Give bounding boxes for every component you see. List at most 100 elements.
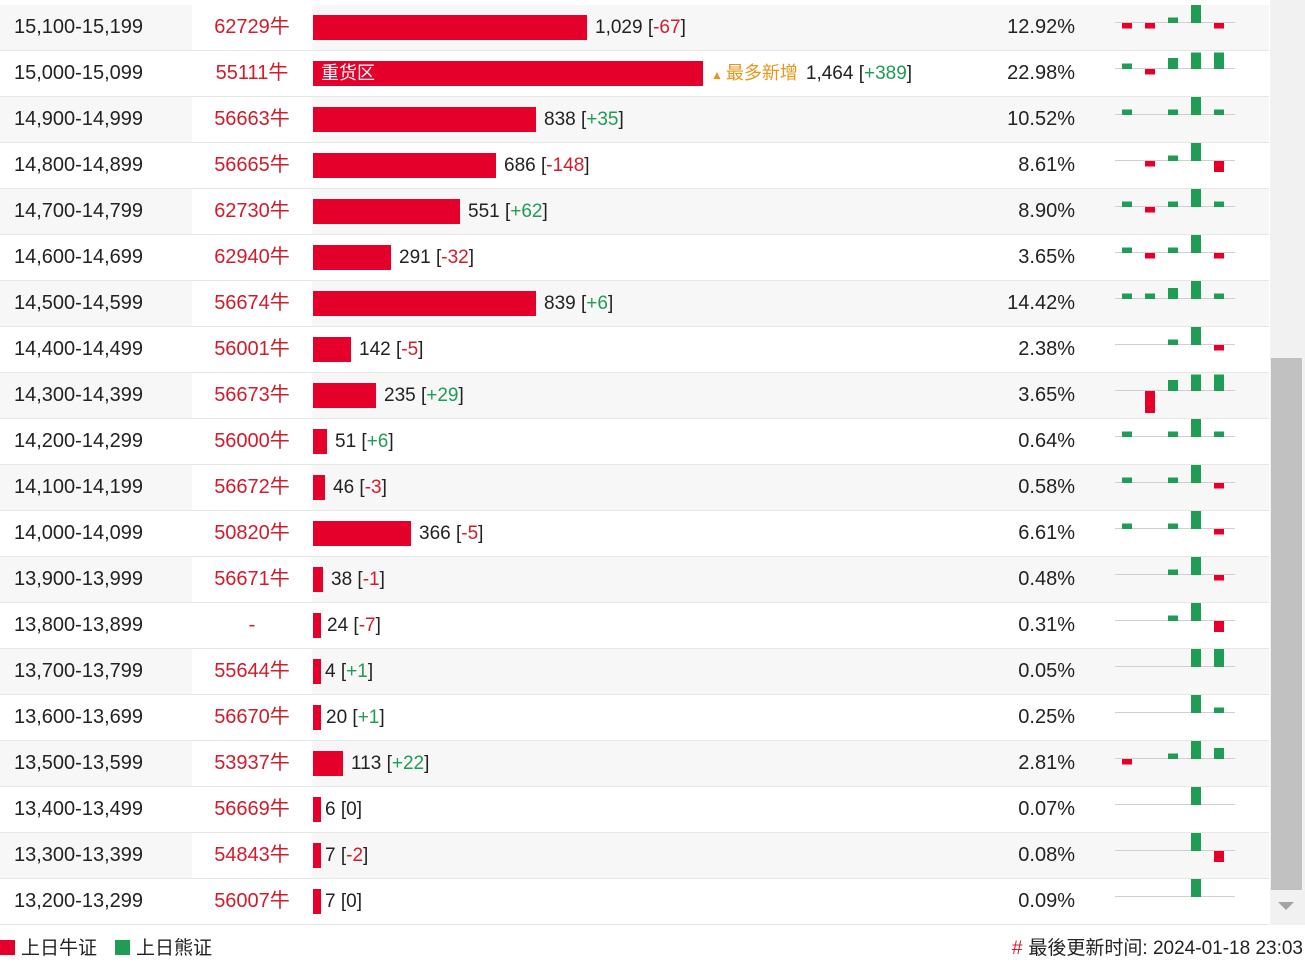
spark-bar-bear	[1191, 143, 1201, 161]
spark-bar-bear	[1191, 97, 1201, 115]
percentage: 6.61%	[1018, 522, 1075, 544]
warrant-code-link[interactable]: 56671牛	[192, 557, 312, 602]
table-row[interactable]: 14,000-14,099 50820牛 366 [-5] 6.61%	[0, 511, 1269, 557]
warrant-code-link[interactable]: 55644牛	[192, 649, 312, 694]
table-row[interactable]: 14,100-14,199 56672牛 46 [-3] 0.58%	[0, 465, 1269, 511]
bear-swatch-icon	[115, 940, 130, 955]
warrant-code-link[interactable]: 54843牛	[192, 833, 312, 878]
trend-sparkline	[1115, 787, 1235, 805]
warrant-code-link[interactable]: 56672牛	[192, 465, 312, 510]
table-row[interactable]: 14,800-14,899 56665牛 686 [-148] 8.61%	[0, 143, 1269, 189]
trend-sparkline	[1115, 419, 1235, 437]
trend-sparkline	[1115, 833, 1235, 862]
warrant-code-link[interactable]: 56665牛	[192, 143, 312, 188]
warrant-code-link[interactable]: 55111牛	[192, 51, 312, 96]
spark-bar-bear	[1214, 748, 1224, 759]
percentage: 0.08%	[1018, 844, 1075, 866]
table-row[interactable]: 15,100-15,199 62729牛 1,029 [-67] 12.92%	[0, 5, 1269, 51]
spark-bar-bull	[1214, 575, 1224, 581]
volume-count: 4	[325, 661, 336, 682]
trend-sparkline	[1115, 649, 1235, 667]
spark-bar-bear	[1214, 201, 1224, 207]
volume-bar	[313, 475, 325, 500]
warrant-code-link[interactable]: 62940牛	[192, 235, 312, 280]
percentage: 8.61%	[1018, 154, 1075, 176]
warrant-code-link[interactable]: -	[192, 603, 312, 648]
volume-change: 0	[346, 891, 357, 912]
warrant-code-link[interactable]: 56663牛	[192, 97, 312, 142]
volume-bar	[313, 521, 411, 546]
table-row[interactable]: 14,300-14,399 56673牛 235 [+29] 3.65%	[0, 373, 1269, 419]
table-row[interactable]: 14,700-14,799 62730牛 551 [+62] 8.90%	[0, 189, 1269, 235]
volume-count: 142	[359, 339, 391, 360]
spark-bar-bull	[1214, 529, 1224, 535]
table-row[interactable]: 13,700-13,799 55644牛 4 [+1] 0.05%	[0, 649, 1269, 695]
volume-bar	[313, 383, 376, 408]
scrollbar-thumb[interactable]	[1271, 358, 1302, 890]
spark-bar-bear	[1168, 477, 1178, 483]
volume-info: 838 [+35]	[544, 109, 624, 130]
volume-bar	[313, 107, 536, 132]
warrant-code-link[interactable]: 56001牛	[192, 327, 312, 372]
spark-bar-bear	[1168, 523, 1178, 529]
trend-sparkline	[1115, 695, 1235, 713]
table-row[interactable]: 13,400-13,499 56669牛 6 [0] 0.07%	[0, 787, 1269, 833]
volume-count: 686	[504, 155, 536, 176]
volume-change: +35	[586, 109, 619, 130]
spark-bar-bear	[1191, 374, 1201, 391]
table-row[interactable]: 14,200-14,299 56000牛 51 [+6] 0.64%	[0, 419, 1269, 465]
volume-info: 113 [+22]	[351, 753, 430, 774]
percentage: 3.65%	[1018, 384, 1075, 406]
volume-change: 0	[346, 799, 357, 820]
warrant-code-link[interactable]: 56000牛	[192, 419, 312, 464]
trend-sparkline	[1115, 281, 1235, 299]
spark-bar-bear	[1168, 17, 1178, 23]
spark-bar-bear	[1122, 477, 1132, 483]
warrant-code-link[interactable]: 53937牛	[192, 741, 312, 786]
spark-bar-bull	[1122, 23, 1132, 29]
warrant-code-link[interactable]: 56669牛	[192, 787, 312, 832]
spark-bar-bear	[1191, 695, 1201, 713]
warrant-code-link[interactable]: 50820牛	[192, 511, 312, 556]
trend-sparkline	[1115, 5, 1235, 29]
most-added-label: 最多新增	[725, 63, 798, 83]
percentage: 0.58%	[1018, 476, 1075, 498]
table-row[interactable]: 13,200-13,299 56007牛 7 [0] 0.09%	[0, 879, 1269, 925]
table-row[interactable]: 13,900-13,999 56671牛 38 [-1] 0.48%	[0, 557, 1269, 603]
spark-bar-bear	[1168, 155, 1178, 161]
warrant-code-link[interactable]: 62729牛	[192, 5, 312, 50]
volume-info: 235 [+29]	[384, 385, 464, 406]
table-row[interactable]: 13,300-13,399 54843牛 7 [-2] 0.08%	[0, 833, 1269, 879]
table-row[interactable]: 13,800-13,899 -24 [-7] 0.31%	[0, 603, 1269, 649]
table-row[interactable]: 14,400-14,499 56001牛 142 [-5] 2.38%	[0, 327, 1269, 373]
volume-bar	[313, 245, 391, 270]
table-row[interactable]: 14,600-14,699 62940牛 291 [-32] 3.65%	[0, 235, 1269, 281]
spark-bar-bull	[1214, 345, 1224, 351]
warrant-code-link[interactable]: 56007牛	[192, 879, 312, 924]
price-range: 14,900-14,999	[14, 108, 144, 130]
percentage: 0.48%	[1018, 568, 1075, 590]
trend-sparkline	[1115, 235, 1235, 259]
volume-bar: 重货区	[313, 61, 703, 86]
warrant-code-link[interactable]: 56674牛	[192, 281, 312, 326]
table-row[interactable]: 13,500-13,599 53937牛 113 [+22] 2.81%	[0, 741, 1269, 787]
volume-bar	[313, 659, 321, 684]
spark-bar-bear	[1168, 201, 1178, 207]
table-row[interactable]: 15,000-15,099 55111牛 重货区 ▲ 最多新增 1,464 [+389] 2…	[0, 51, 1269, 97]
percentage: 2.81%	[1018, 752, 1075, 774]
warrant-code-link[interactable]: 56673牛	[192, 373, 312, 418]
spark-bar-bull	[1145, 161, 1155, 167]
table-row[interactable]: 14,900-14,999 56663牛 838 [+35] 10.52%	[0, 97, 1269, 143]
percentage: 2.38%	[1018, 338, 1075, 360]
volume-bar	[313, 291, 536, 316]
volume-count: 113	[351, 753, 382, 774]
spark-bar-bull	[1214, 161, 1224, 172]
table-row[interactable]: 14,500-14,599 56674牛 839 [+6] 14.42%	[0, 281, 1269, 327]
spark-bar-bear	[1168, 288, 1178, 299]
spark-bar-bear	[1122, 431, 1132, 437]
warrant-code-link[interactable]: 56670牛	[192, 695, 312, 740]
scroll-down-arrow-icon[interactable]	[1278, 902, 1294, 910]
warrant-code-link[interactable]: 62730牛	[192, 189, 312, 234]
table-row[interactable]: 13,600-13,699 56670牛 20 [+1] 0.25%	[0, 695, 1269, 741]
spark-bar-bear	[1191, 787, 1201, 805]
